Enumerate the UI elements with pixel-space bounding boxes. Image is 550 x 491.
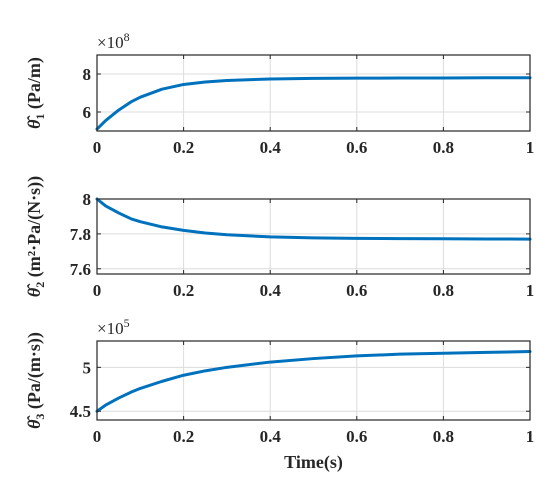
x-tick-label: 0.6: [346, 427, 367, 446]
axes-box: [96, 340, 531, 421]
x-tick-label: 0.4: [260, 281, 282, 300]
axis-multiplier: ×108: [97, 30, 130, 52]
x-tick-label: 1: [526, 138, 535, 157]
y-tick-label: 6: [83, 103, 92, 122]
y-tick-label: 4.5: [70, 402, 91, 421]
y-axis-label: θ̂1 (Pa/m): [24, 57, 47, 129]
y-tick-label: 7.6: [70, 260, 91, 279]
x-tick-label: 0: [93, 427, 102, 446]
x-tick-label: 0.8: [433, 427, 454, 446]
x-tick-label: 0.2: [173, 427, 194, 446]
x-tick-label: 0.6: [346, 281, 367, 300]
y-tick-label: 7.8: [70, 225, 91, 244]
axis-multiplier: ×105: [97, 316, 130, 338]
x-tick-label: 0.4: [260, 138, 282, 157]
chart-panel-1: 0 0.2 0.4 0.6 0.8 1 6 8 ×108 θ̂1 (Pa/m): [24, 30, 534, 157]
chart-panel-2: 0 0.2 0.4 0.6 0.8 1 7.6 7.8 8 θ̂2 (m²·Pa/(N·s)): [24, 176, 534, 300]
series-line-1: [95, 350, 532, 413]
axes-box: [96, 54, 531, 132]
y-tick-label: 8: [83, 190, 92, 209]
x-tick-label: 1: [526, 427, 535, 446]
y-axis-label: θ̂3 (Pa/(m·s)): [24, 332, 47, 429]
x-tick-label: 0: [93, 281, 102, 300]
series-line-1: [95, 76, 532, 131]
chart-panel-3: 0 0.2 0.4 0.6 0.8 1 4.5 5 ×105 θ̂3 (Pa/(m·s)) Time…: [24, 316, 534, 473]
series-line-1: [95, 197, 532, 241]
y-axis-label: θ̂2 (m²·Pa/(N·s)): [24, 176, 47, 297]
plot-area: [97, 55, 530, 131]
y-tick-label: 8: [83, 65, 92, 84]
x-tick-label: 0.8: [433, 281, 454, 300]
x-tick-label: 0.2: [173, 281, 194, 300]
x-tick-label: 0.2: [173, 138, 194, 157]
axes-box: [96, 198, 531, 275]
x-tick-label: 0: [93, 138, 102, 157]
x-tick-label: 0.8: [433, 138, 454, 157]
x-tick-label: 0.4: [260, 427, 282, 446]
x-axis-label: Time(s): [284, 452, 343, 473]
x-tick-label: 1: [526, 281, 535, 300]
x-tick-label: 0.6: [346, 138, 367, 157]
y-tick-label: 5: [83, 358, 92, 377]
